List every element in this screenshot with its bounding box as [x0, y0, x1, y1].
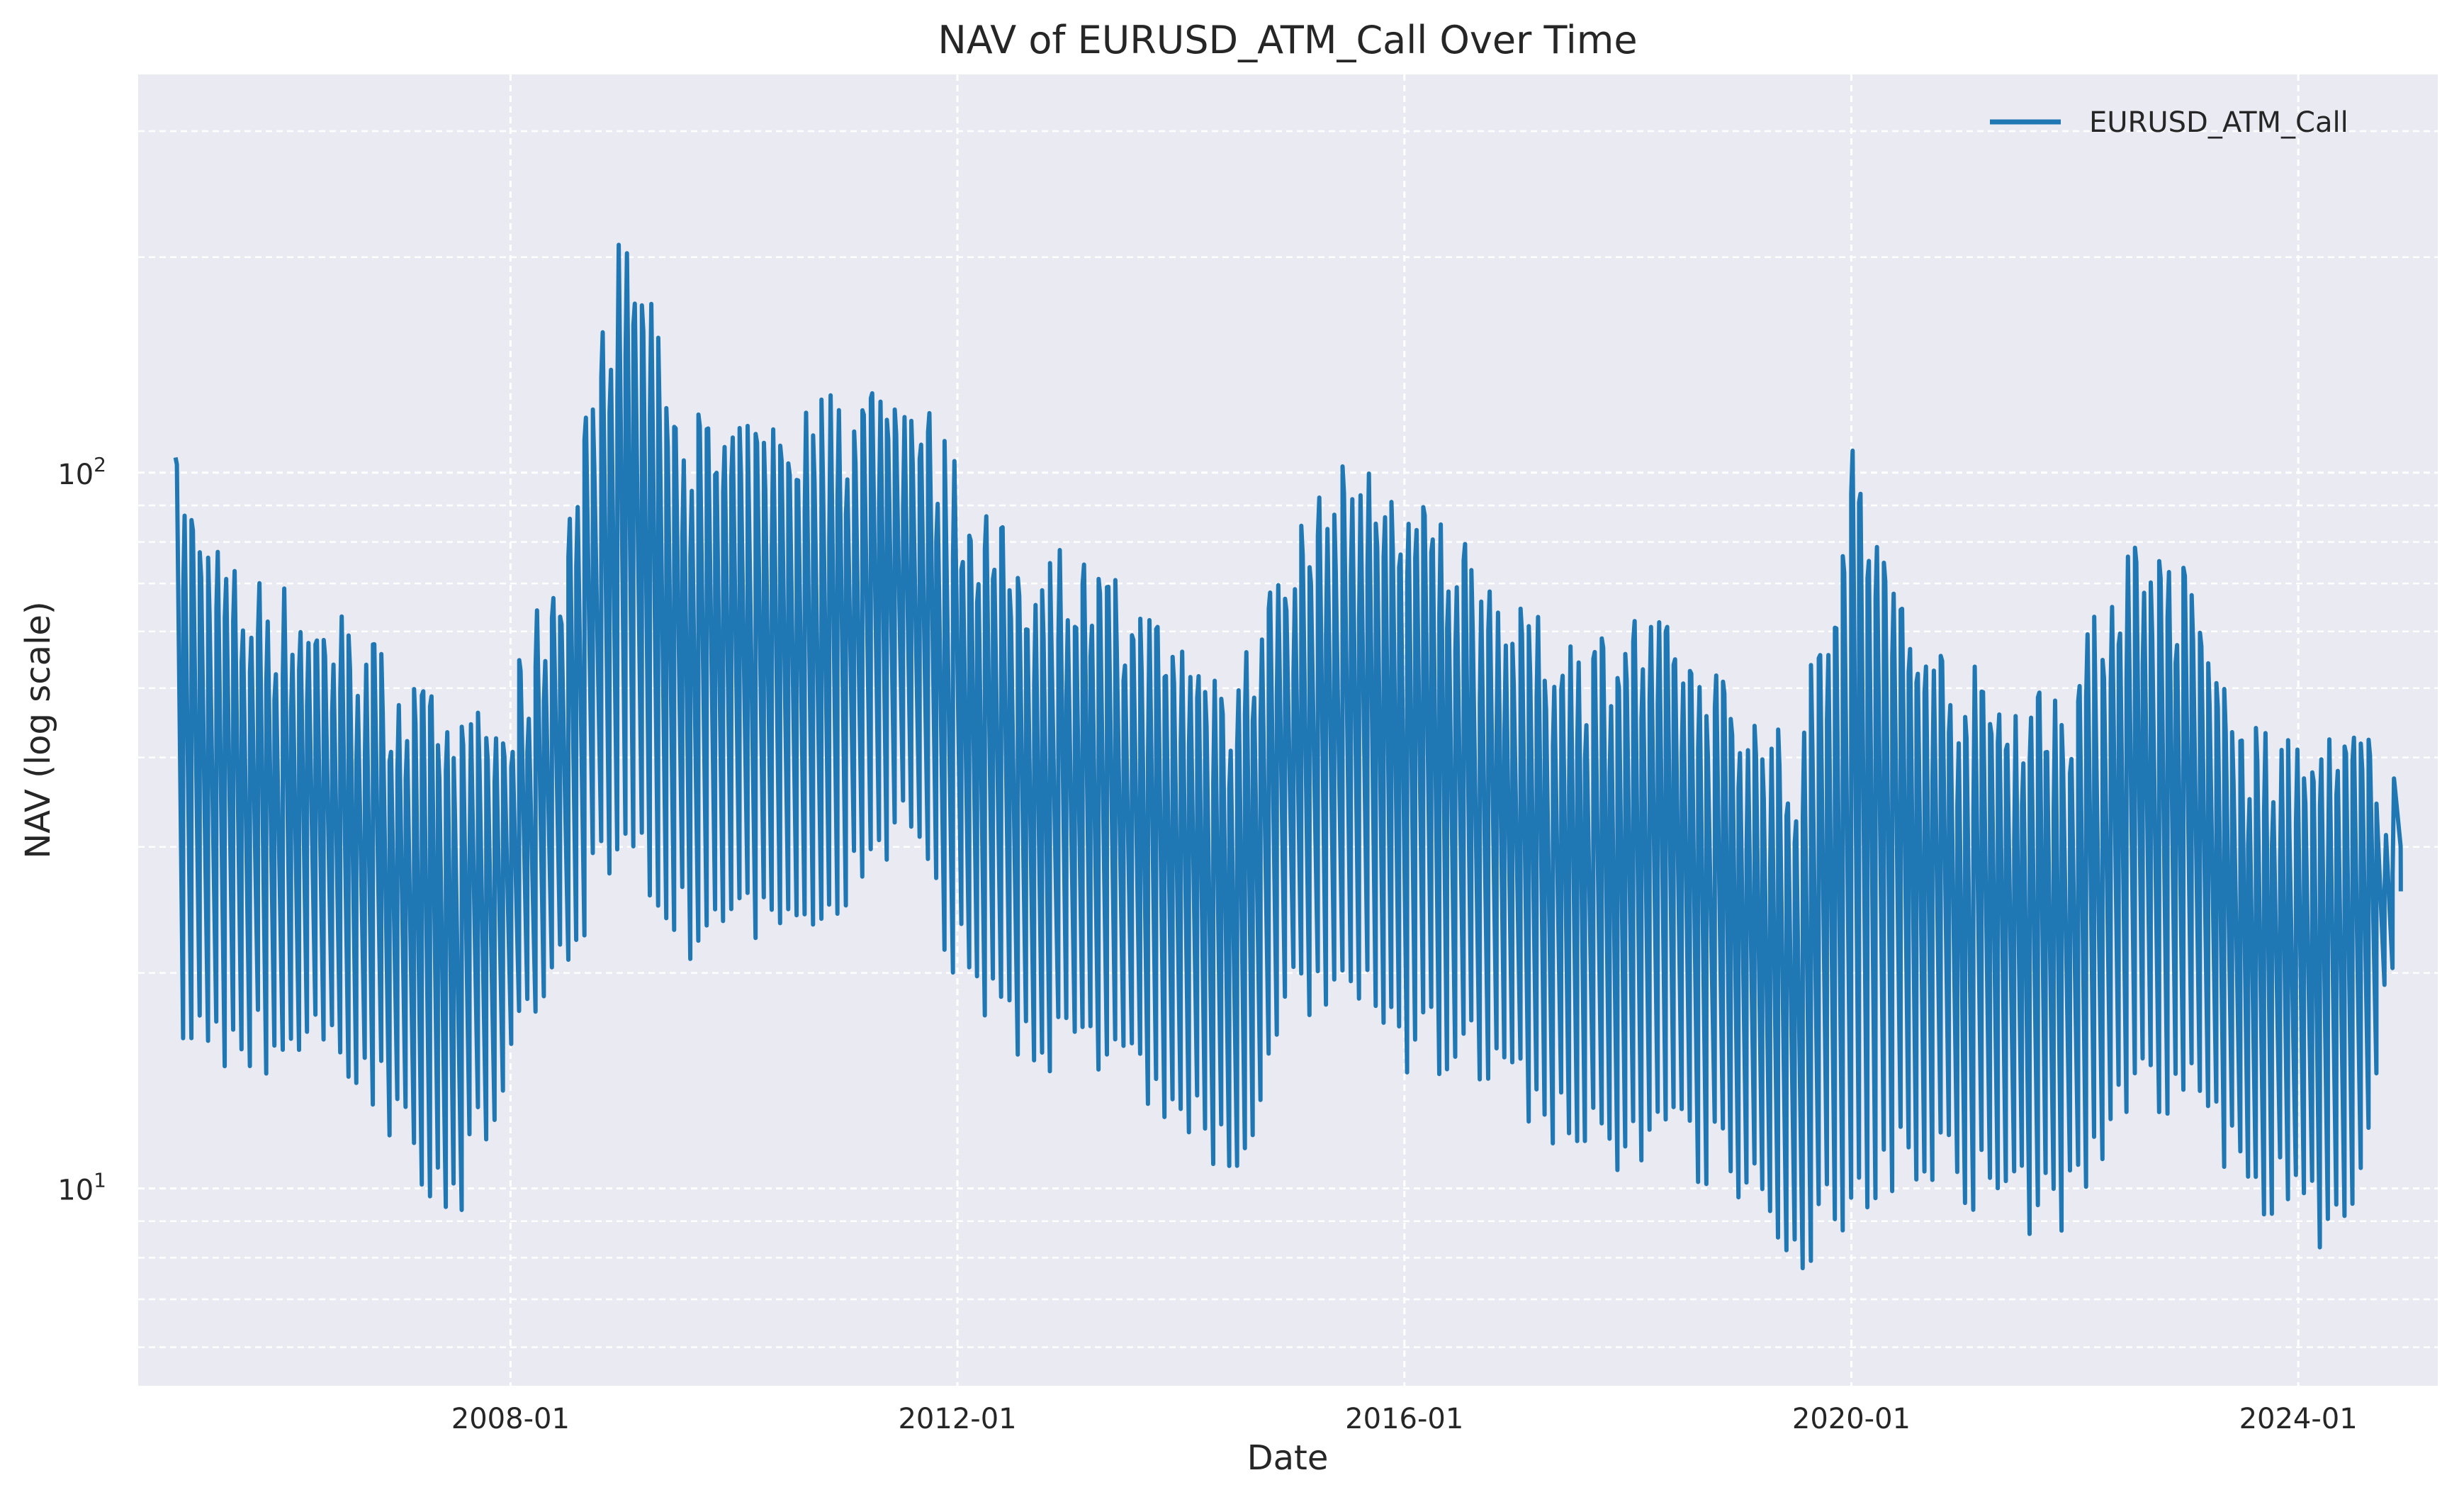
- x-tick-label: 2016-01: [1345, 1403, 1463, 1435]
- x-axis-label: Date: [1247, 1438, 1329, 1478]
- x-tick-label: 2008-01: [451, 1403, 570, 1435]
- legend: EURUSD_ATM_Call: [1990, 106, 2348, 139]
- series-lines: [173, 242, 2403, 1271]
- x-tick-label: 2012-01: [898, 1403, 1016, 1435]
- x-tick-label: 2020-01: [1792, 1403, 1911, 1435]
- x-tick-label: 2024-01: [2239, 1403, 2358, 1435]
- series-line-EURUSD_ATM_Call: [173, 242, 2403, 1271]
- chart-title: NAV of EURUSD_ATM_Call Over Time: [938, 18, 1637, 62]
- legend-label: EURUSD_ATM_Call: [2089, 106, 2348, 139]
- y-axis-label: NAV (log scale): [18, 601, 58, 858]
